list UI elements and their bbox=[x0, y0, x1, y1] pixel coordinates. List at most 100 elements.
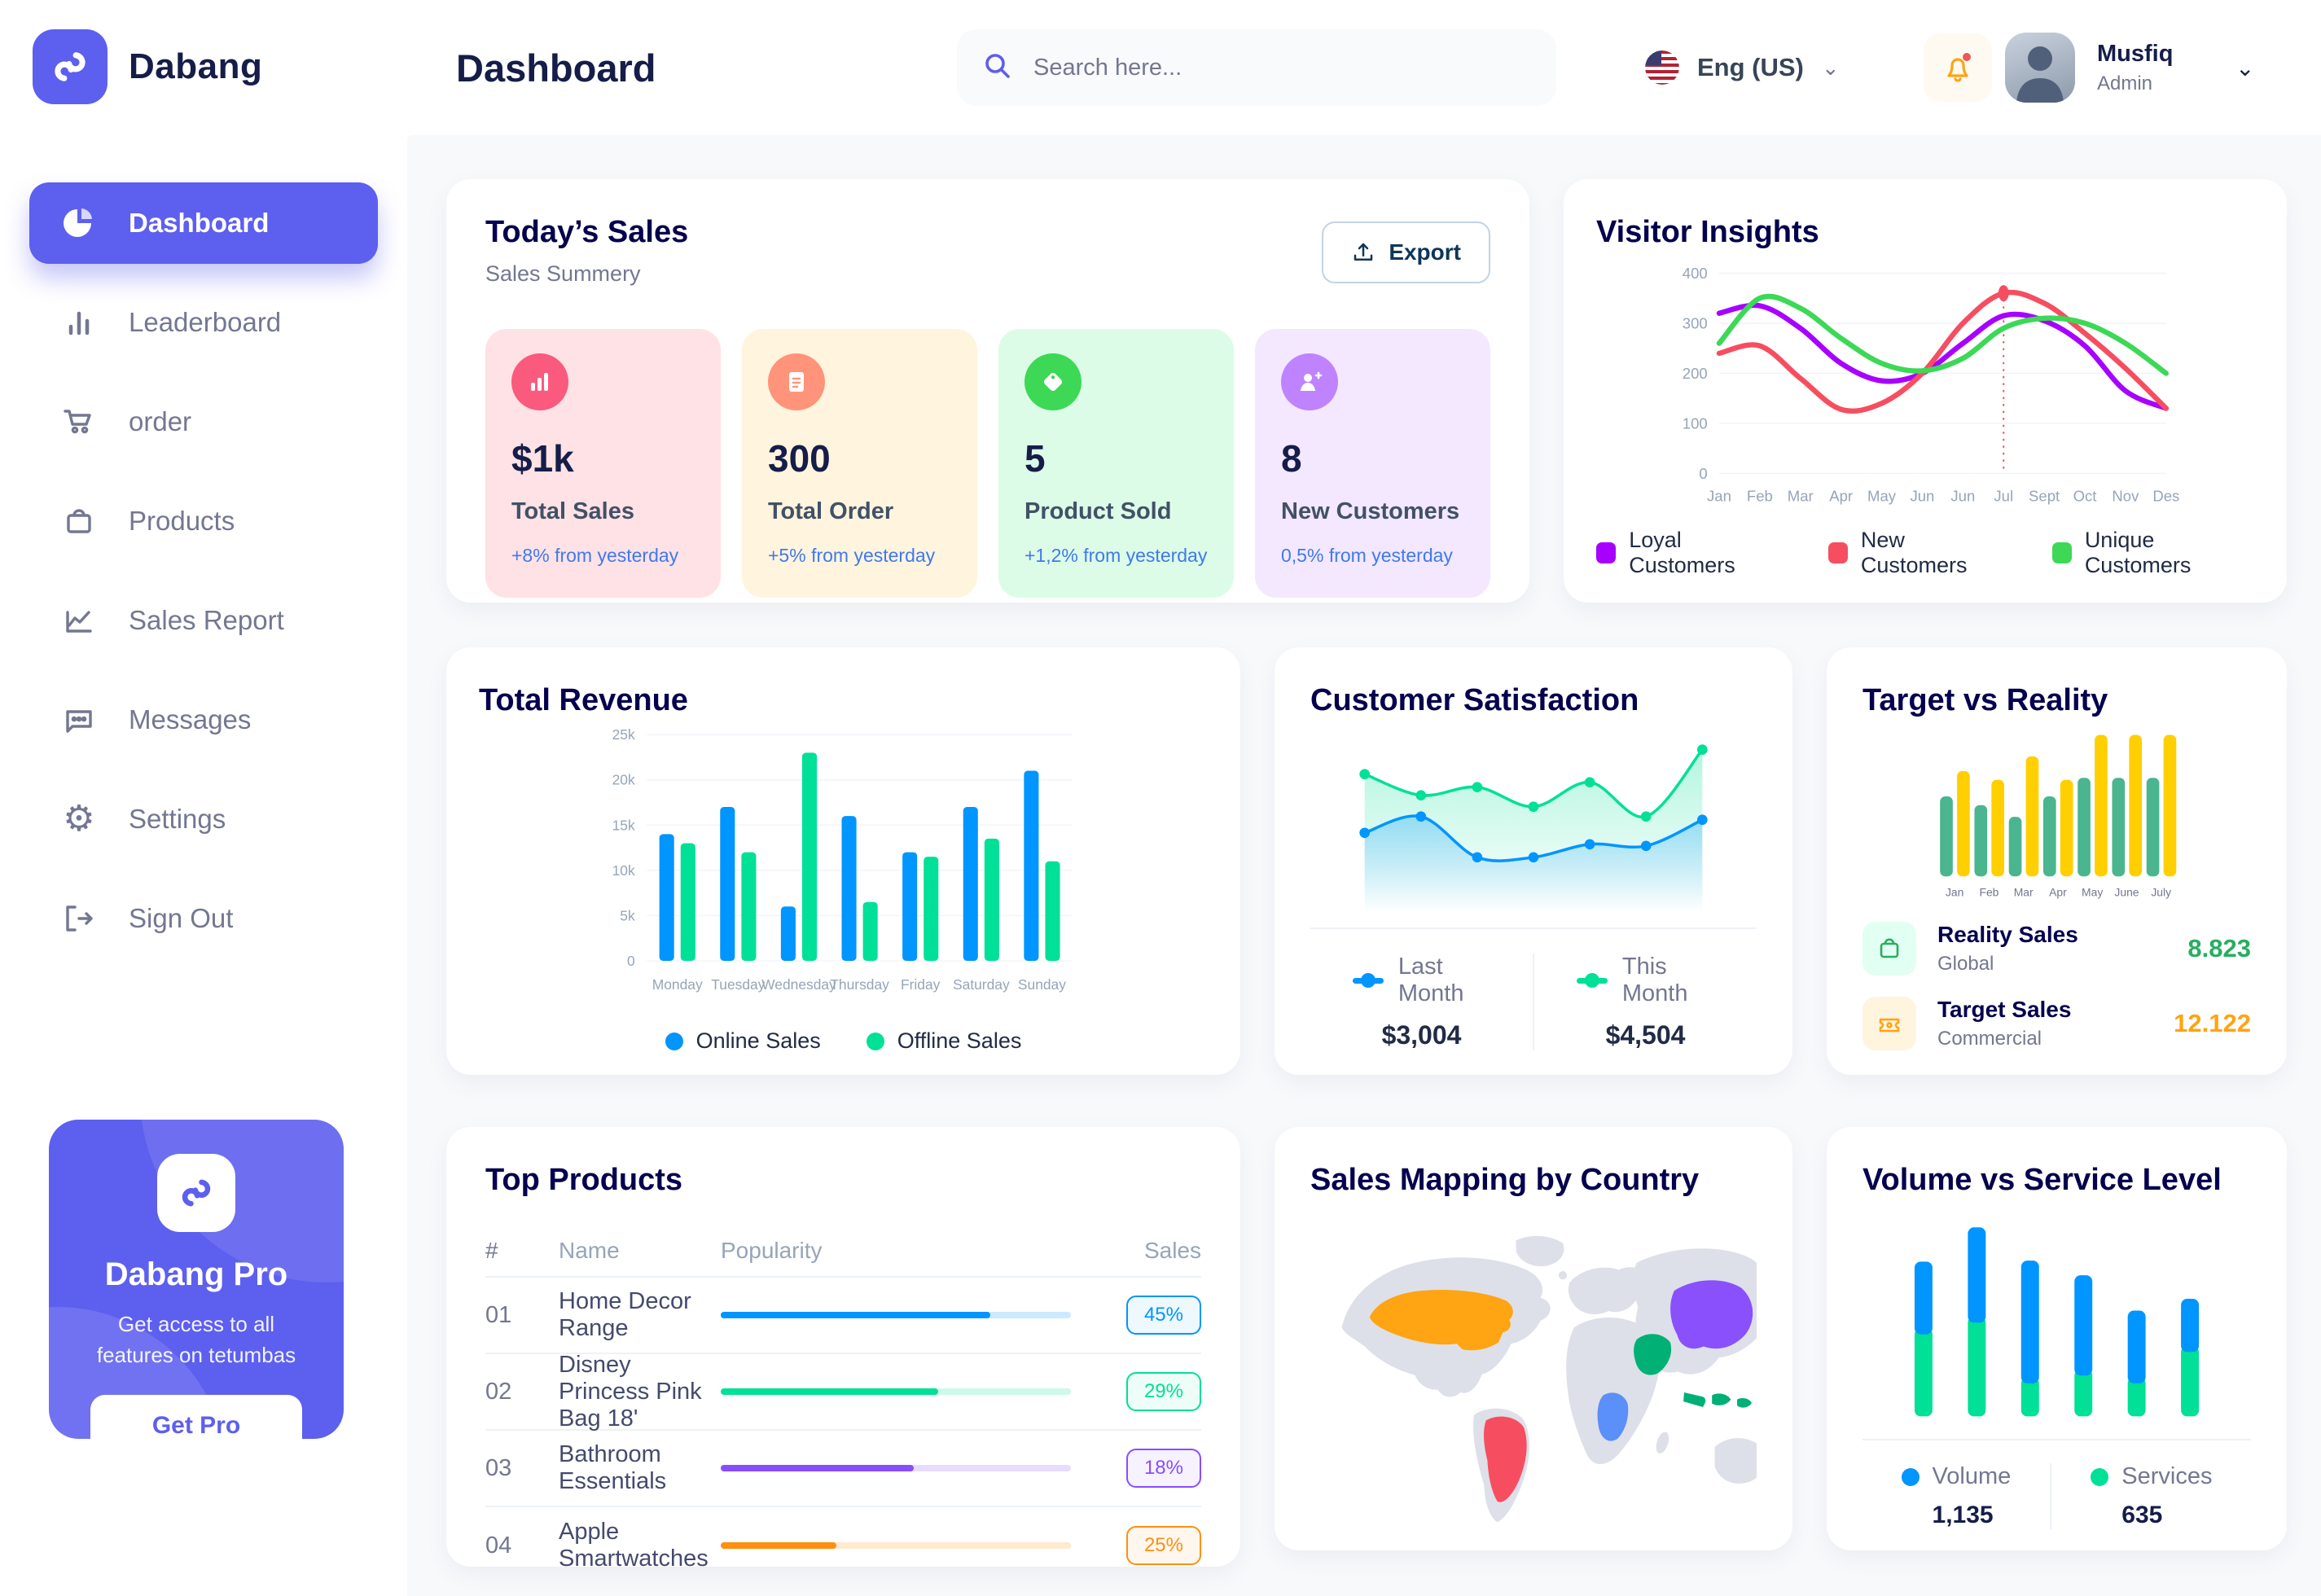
svg-text:Apr: Apr bbox=[2049, 886, 2067, 899]
map-country-congo[interactable] bbox=[1597, 1392, 1629, 1441]
user-menu-chevron-icon[interactable]: ⌄ bbox=[2235, 55, 2255, 81]
map-country-saudi[interactable] bbox=[1634, 1334, 1672, 1375]
sales-mapping-title: Sales Mapping by Country bbox=[1310, 1163, 1700, 1197]
chat-icon bbox=[60, 701, 98, 739]
svg-text:15k: 15k bbox=[612, 817, 635, 833]
svg-text:Jul: Jul bbox=[1994, 488, 2013, 505]
pie-chart-icon bbox=[60, 204, 98, 242]
kpi-new-customers: 8 New Customers 0,5% from yesterday bbox=[1255, 329, 1490, 598]
sidebar-item-messages[interactable]: Messages bbox=[29, 679, 378, 761]
svg-text:Saturday: Saturday bbox=[953, 976, 1010, 993]
last-month-marker bbox=[1353, 973, 1384, 988]
sales-mapping-card: Sales Mapping by Country bbox=[1275, 1127, 1792, 1550]
sidebar-item-order[interactable]: order bbox=[29, 381, 378, 463]
reality-sales-value: 8.823 bbox=[2187, 934, 2251, 962]
svg-text:July: July bbox=[2151, 886, 2171, 899]
svg-text:May: May bbox=[1867, 488, 1897, 505]
sidebar-item-sales-report[interactable]: Sales Report bbox=[29, 580, 378, 661]
svg-text:Thursday: Thursday bbox=[830, 976, 889, 993]
user-info: Musfiq Admin bbox=[2097, 41, 2173, 95]
svg-text:Jan: Jan bbox=[1707, 488, 1731, 505]
map-country-china[interactable] bbox=[1670, 1280, 1753, 1349]
page-title: Dashboard bbox=[456, 46, 656, 90]
target-vs-reality-legend: Reality Sales Global 8.823 Target Sales … bbox=[1863, 922, 2251, 1050]
tag-icon bbox=[1024, 353, 1082, 410]
table-row[interactable]: 02 Disney Princess Pink Bag 18' 29% bbox=[485, 1352, 1201, 1432]
avatar[interactable] bbox=[2005, 33, 2075, 103]
topbar: Dashboard Eng (US) ⌄ Musfiq Ad bbox=[407, 0, 2321, 135]
svg-text:0: 0 bbox=[627, 953, 635, 969]
notification-button[interactable] bbox=[1924, 33, 1992, 102]
user-plus-icon bbox=[1281, 353, 1338, 410]
svg-text:Mar: Mar bbox=[1788, 488, 1814, 505]
svg-text:Monday: Monday bbox=[652, 976, 703, 993]
volume-service-title: Volume vs Service Level bbox=[1863, 1163, 2222, 1197]
map-country-brazil[interactable] bbox=[1484, 1416, 1527, 1502]
svg-text:Friday: Friday bbox=[901, 976, 941, 993]
get-pro-button[interactable]: Get Pro bbox=[90, 1395, 302, 1439]
ticket-icon bbox=[1863, 997, 1916, 1050]
customer-satisfaction-card: Customer Satisfaction Last Month $3,004 bbox=[1275, 647, 1792, 1075]
customer-satisfaction-title: Customer Satisfaction bbox=[1310, 683, 1639, 717]
sidebar-item-settings[interactable]: ⚙ Settings bbox=[29, 778, 378, 860]
top-products-title: Top Products bbox=[485, 1163, 683, 1197]
svg-text:5k: 5k bbox=[620, 907, 635, 923]
pro-title: Dabang Pro bbox=[104, 1256, 288, 1292]
table-row[interactable]: 03 Bathroom Essentials 18% bbox=[485, 1431, 1201, 1507]
visitor-insights-chart: 0 100 200 300 400 Jan Feb Mar Apr May Jun Jun Jul Sep… bbox=[1683, 265, 2179, 505]
chevron-down-icon: ⌄ bbox=[1821, 55, 1840, 80]
sidebar: Dabang Dashboard Leaderboard order bbox=[0, 0, 407, 1596]
brand-name: Dabang bbox=[129, 46, 263, 86]
sidebar-item-products[interactable]: Products bbox=[29, 480, 378, 562]
svg-text:400: 400 bbox=[1683, 265, 1708, 282]
target-vs-reality-title: Target vs Reality bbox=[1863, 683, 2108, 717]
map-country-usa[interactable] bbox=[1369, 1289, 1513, 1351]
table-header: # Name Popularity Sales bbox=[485, 1226, 1201, 1278]
table-row[interactable]: 01 Home Decor Range 45% bbox=[485, 1278, 1201, 1354]
line-chart-icon bbox=[60, 602, 98, 639]
todays-sales-title: Today’s Sales bbox=[485, 215, 689, 249]
visitor-insights-title: Visitor Insights bbox=[1596, 215, 1819, 249]
svg-text:25k: 25k bbox=[612, 726, 635, 743]
table-row[interactable]: 04 Apple Smartwatches 25% bbox=[485, 1507, 1201, 1584]
sales-badge: 18% bbox=[1125, 1449, 1201, 1488]
us-flag-icon bbox=[1645, 50, 1679, 85]
sidebar-item-leaderboard[interactable]: Leaderboard bbox=[29, 282, 378, 363]
svg-text:Des: Des bbox=[2152, 488, 2179, 505]
target-vs-reality-chart: Jan Feb Mar Apr May June July bbox=[1940, 734, 2177, 899]
export-button[interactable]: Export bbox=[1322, 221, 1490, 283]
customer-satisfaction-legend: Last Month $3,004 This Month $4,504 bbox=[1310, 954, 1757, 1050]
bar-chart-icon bbox=[60, 304, 98, 341]
target-sales-row: Target Sales Commercial 12.122 bbox=[1863, 997, 2251, 1050]
sidebar-item-label: order bbox=[129, 406, 192, 436]
svg-text:Sept: Sept bbox=[2029, 488, 2060, 505]
svg-text:Feb: Feb bbox=[1979, 886, 1999, 899]
top-products-card: Top Products # Name Popularity Sales 01 … bbox=[446, 1127, 1240, 1572]
shopping-bag-icon bbox=[1863, 922, 1916, 976]
kpi-cards: $1k Total Sales +8% from yesterday 300 T… bbox=[485, 329, 1490, 598]
sidebar-item-dashboard[interactable]: Dashboard bbox=[29, 182, 378, 264]
kpi-total-order: 300 Total Order +5% from yesterday bbox=[742, 329, 977, 598]
search-bar bbox=[957, 29, 1556, 106]
target-sales-value: 12.122 bbox=[2174, 1009, 2251, 1037]
sidebar-item-sign-out[interactable]: Sign Out bbox=[29, 878, 378, 959]
legend-divider bbox=[1310, 927, 1757, 929]
search-input[interactable] bbox=[1033, 54, 1532, 81]
todays-sales-subtitle: Sales Summery bbox=[485, 261, 641, 286]
svg-text:Mar: Mar bbox=[2014, 886, 2034, 899]
legend-divider bbox=[1863, 1439, 2251, 1440]
svg-text:Jun: Jun bbox=[1950, 488, 1975, 505]
dabang-pro-logo-icon bbox=[157, 1154, 235, 1232]
sidebar-nav: Dashboard Leaderboard order Products bbox=[0, 182, 407, 959]
svg-text:Oct: Oct bbox=[2073, 488, 2098, 505]
svg-text:300: 300 bbox=[1683, 314, 1708, 331]
map-country-indonesia[interactable] bbox=[1683, 1392, 1753, 1408]
svg-text:Apr: Apr bbox=[1829, 488, 1853, 505]
sales-badge: 29% bbox=[1125, 1372, 1201, 1411]
pro-description: Get access to all features on tetumbas bbox=[96, 1312, 296, 1367]
language-selector[interactable]: Eng (US) ⌄ bbox=[1645, 50, 1840, 85]
svg-text:20k: 20k bbox=[612, 772, 635, 788]
sidebar-item-label: Sales Report bbox=[129, 605, 284, 635]
services-total: 635 bbox=[2121, 1502, 2163, 1528]
